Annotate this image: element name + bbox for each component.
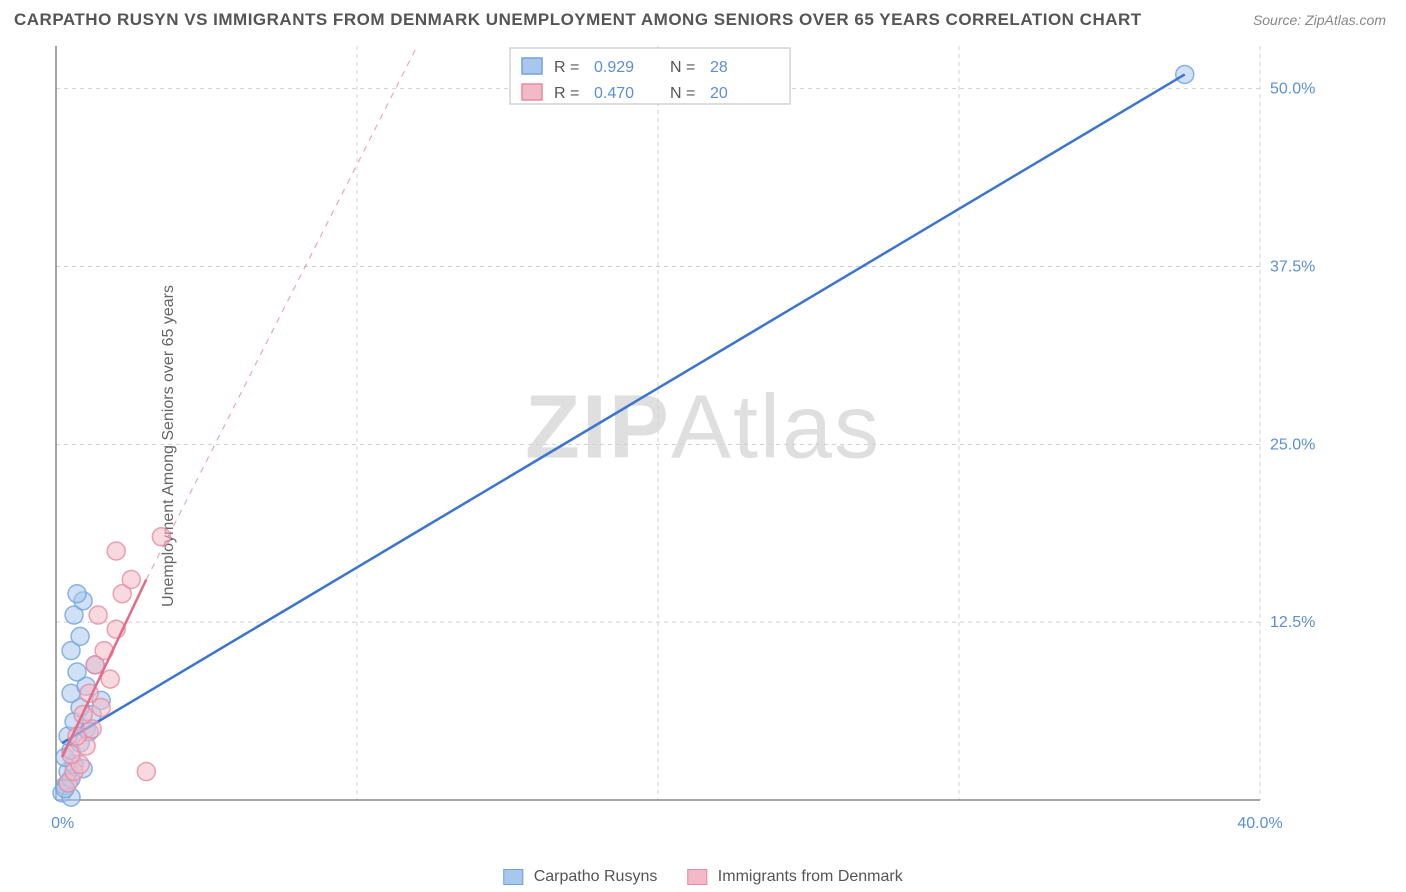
svg-text:R =: R = <box>554 85 579 102</box>
svg-text:50.0%: 50.0% <box>1270 81 1315 98</box>
svg-text:37.5%: 37.5% <box>1270 259 1315 276</box>
legend-swatch-icon <box>503 869 523 885</box>
legend-item-carpatho: Carpatho Rusyns <box>503 868 657 886</box>
svg-text:25.0%: 25.0% <box>1270 436 1315 453</box>
correlation-scatter-plot: R = 0.929 N = 28 R = 0.470 N = 20 12.5% 25.0% 37.… <box>50 40 1330 840</box>
legend-item-denmark: Immigrants from Denmark <box>687 868 902 886</box>
svg-text:0.929: 0.929 <box>594 59 634 76</box>
svg-text:12.5%: 12.5% <box>1270 614 1315 631</box>
svg-text:0.0%: 0.0% <box>50 815 74 832</box>
svg-text:20: 20 <box>710 85 728 102</box>
svg-text:N =: N = <box>670 85 695 102</box>
svg-text:28: 28 <box>710 59 728 76</box>
chart-title: CARPATHO RUSYN VS IMMIGRANTS FROM DENMAR… <box>14 10 1142 30</box>
svg-text:40.0%: 40.0% <box>1237 815 1282 832</box>
legend-label: Immigrants from Denmark <box>718 868 903 885</box>
legend-swatch-icon <box>687 869 707 885</box>
svg-text:N =: N = <box>670 59 695 76</box>
legend-label: Carpatho Rusyns <box>534 868 658 885</box>
bottom-legend: Carpatho Rusyns Immigrants from Denmark <box>503 868 902 886</box>
source-attribution: Source: ZipAtlas.com <box>1253 12 1386 28</box>
svg-text:R =: R = <box>554 59 579 76</box>
svg-text:0.470: 0.470 <box>594 85 634 102</box>
